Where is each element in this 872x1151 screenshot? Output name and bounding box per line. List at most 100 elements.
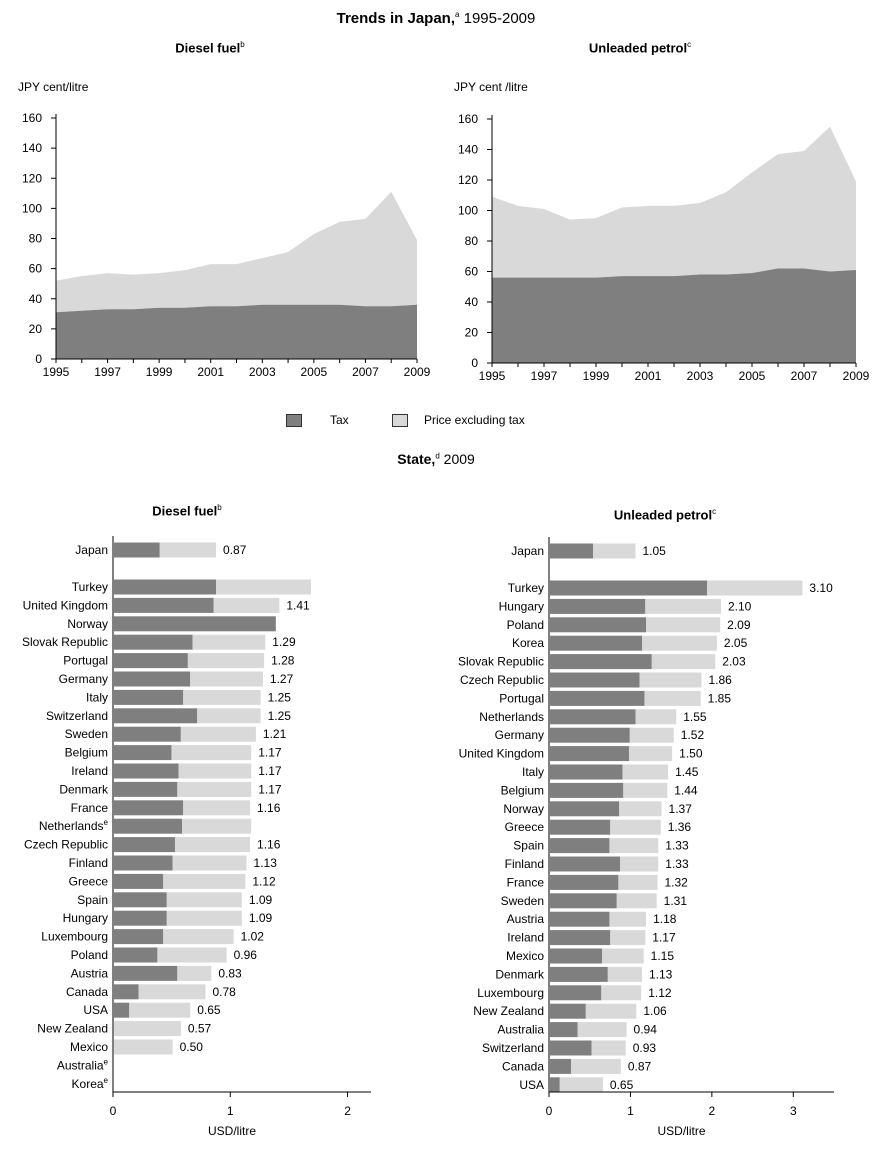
bar-chart-petrol-category-label: Mexico — [506, 949, 544, 963]
state-title-sup: d — [435, 451, 440, 461]
area-chart-diesel-ytick-label: 60 — [29, 262, 43, 276]
bar-chart-petrol-bar-tax — [550, 635, 643, 651]
bar-chart-petrol-bar-price — [645, 598, 721, 614]
bar-chart-petrol-category-label: Sweden — [501, 894, 544, 908]
bar-chart-diesel-category-label: Spain — [77, 893, 108, 907]
area-chart-diesel-ytick-label: 160 — [22, 111, 42, 125]
bar-chart-diesel-category-label: Belgium — [65, 746, 108, 760]
bar-chart-diesel-value-label: 0.57 — [188, 1022, 212, 1036]
bar-chart-petrol-bar-price — [577, 1022, 627, 1038]
area-chart-diesel-ytick-label: 80 — [29, 232, 43, 246]
bar-chart-petrol-value-label: 1.15 — [651, 949, 675, 963]
bar-chart-diesel-bar-price — [174, 837, 251, 853]
area-chart-petrol-tax-area — [492, 268, 856, 363]
bar-chart-petrol-category-label: France — [507, 875, 545, 889]
bar-chart-petrol-category-label: Finland — [505, 857, 544, 871]
bar-chart-petrol-bar-tax — [550, 1003, 586, 1019]
bar-chart-diesel-bar-tax — [114, 653, 188, 669]
bar-chart-petrol-value-label: 1.86 — [708, 673, 732, 687]
bar-chart-petrol-value-label: 0.87 — [628, 1059, 652, 1073]
bar-chart-petrol-xtick-label: 2 — [709, 1104, 716, 1118]
main-title-sup: a — [455, 10, 460, 19]
bar-chart-petrol-bar-price — [609, 838, 659, 854]
bar-chart-diesel-value-label: 1.25 — [268, 709, 292, 723]
bar-chart-diesel-category-label: Sweden — [65, 727, 108, 741]
bar-chart-diesel-bar-price — [114, 1039, 173, 1055]
area-chart-petrol-ytick-label: 0 — [471, 356, 478, 370]
bar-chart-petrol-bar-tax — [550, 1022, 578, 1038]
bar-chart-petrol-category-label: Slovak Republic — [458, 655, 544, 669]
bar-chart-petrol-bar-tax — [550, 617, 647, 633]
bar-chart-petrol-category-label: New Zealand — [473, 1004, 544, 1018]
bar-chart-diesel-bar-price — [192, 634, 266, 650]
area-chart-1-ylabel: JPY cent/litre — [18, 80, 89, 94]
area-chart-diesel-xtick-label: 2005 — [301, 365, 328, 379]
bar-chart-diesel-bar-tax — [114, 597, 214, 613]
bar-chart-petrol-bar-price — [610, 819, 661, 835]
bar-chart-diesel-category-label: Switzerland — [46, 709, 108, 723]
bar-chart-diesel-bar-price — [182, 818, 252, 834]
bar-chart-petrol-bar-price — [635, 709, 677, 725]
bar-chart-diesel-category-label: Netherlandse — [39, 818, 109, 833]
bar-chart-petrol-value-label: 1.45 — [675, 765, 699, 779]
bar-chart-diesel-category-sup: e — [104, 1076, 109, 1085]
bar-chart-diesel-category-label: Italy — [86, 690, 108, 704]
bar-chart-diesel-bar-price — [177, 965, 212, 981]
bar-chart-diesel-value-label: 1.09 — [249, 893, 273, 907]
bar-chart-diesel-bar-tax — [114, 542, 160, 558]
bar-chart-petrol-value-label: 1.36 — [668, 820, 692, 834]
bar-chart-petrol-bar-tax — [550, 782, 624, 798]
area-chart-2-title: Unleaded petrolc — [540, 40, 740, 55]
bar-chart-petrol-category-label: Hungary — [499, 599, 544, 613]
area-chart-diesel: 0 20 40 60 80 100 120 140 160 1995 1997 1999 2001 200… — [22, 111, 431, 379]
area-chart-petrol-xtick-label: 2003 — [687, 369, 714, 383]
bar-chart-diesel-category-label: Denmark — [59, 782, 109, 796]
legend-price-label: Price excluding tax — [424, 413, 525, 427]
bar-chart-diesel-bar-tax — [114, 818, 183, 834]
bar-chart-diesel-value-label: 1.12 — [252, 874, 276, 888]
bar-chart-petrol-value-label: 2.09 — [727, 618, 751, 632]
bar-chart-diesel-bar-price — [177, 781, 252, 797]
bar-chart-petrol-category-label: Austria — [507, 912, 545, 926]
area-chart-petrol-ytick-label: 80 — [465, 234, 479, 248]
bar-chart-2-title-text: Unleaded petrol — [613, 507, 713, 523]
area-chart-petrol-ytick-label: 40 — [465, 295, 479, 309]
bar-chart-petrol-category-label: United Kingdom — [459, 747, 544, 761]
bar-chart-petrol-category-label: Greece — [505, 820, 545, 834]
area-chart-diesel-xtick-label: 1999 — [146, 365, 173, 379]
bar-chart-diesel-bar-price — [129, 1002, 191, 1018]
bar-chart-diesel-bar-price — [197, 708, 261, 724]
area-chart-petrol: 0 20 40 60 80 100 120 140 160 1995 1997 1999 2001 200… — [458, 112, 870, 383]
bar-chart-diesel-category-sup: e — [104, 818, 109, 827]
bar-chart-diesel-xtick-label: 0 — [110, 1104, 117, 1118]
bar-chart-petrol-value-label: 1.33 — [665, 839, 689, 853]
bar-chart-diesel-category-label: New Zealand — [37, 1022, 108, 1036]
bar-chart-petrol-bar-tax — [550, 709, 636, 725]
bar-chart-petrol-bar-tax — [550, 893, 617, 909]
bar-chart-diesel-value-label: 0.50 — [180, 1040, 204, 1054]
area-chart-diesel-ytick-label: 20 — [29, 322, 43, 336]
bar-chart-diesel-xtick-label: 1 — [227, 1104, 234, 1118]
legend-price-swatch — [392, 414, 408, 427]
bar-chart-petrol-bar-price — [585, 1003, 637, 1019]
bar-chart-petrol-category-label: Turkey — [508, 581, 544, 595]
area-chart-diesel-xtick-label: 1997 — [94, 365, 121, 379]
bar-chart-diesel-bar-price — [213, 597, 280, 613]
bar-chart-diesel-value-label: 1.17 — [258, 782, 282, 796]
area-chart-petrol-price-area — [492, 126, 856, 278]
bar-chart-petrol-category-label: USA — [519, 1078, 544, 1092]
bar-chart-diesel-bar-price — [166, 892, 242, 908]
bar-chart-diesel-bar-price — [163, 873, 246, 889]
bar-chart-diesel-value-label: 1.17 — [258, 764, 282, 778]
area-chart-diesel-tax-area — [56, 304, 417, 359]
bar-chart-petrol-value-label: 1.18 — [653, 912, 677, 926]
bar-chart-diesel-bar-tax — [114, 892, 167, 908]
bar-chart-diesel-category-label: Japan — [75, 543, 108, 557]
bar-chart-petrol-value-label: 2.05 — [724, 636, 748, 650]
bar-chart-petrol-value-label: 1.17 — [652, 931, 676, 945]
bar-chart-diesel-bar-tax — [114, 763, 179, 779]
bar-chart-petrol-value-label: 1.55 — [683, 710, 707, 724]
bar-chart-diesel-bar-tax — [114, 837, 175, 853]
bar-chart-petrol-category-label: Portugal — [499, 691, 544, 705]
bar-chart-diesel-bar-tax — [114, 910, 167, 926]
